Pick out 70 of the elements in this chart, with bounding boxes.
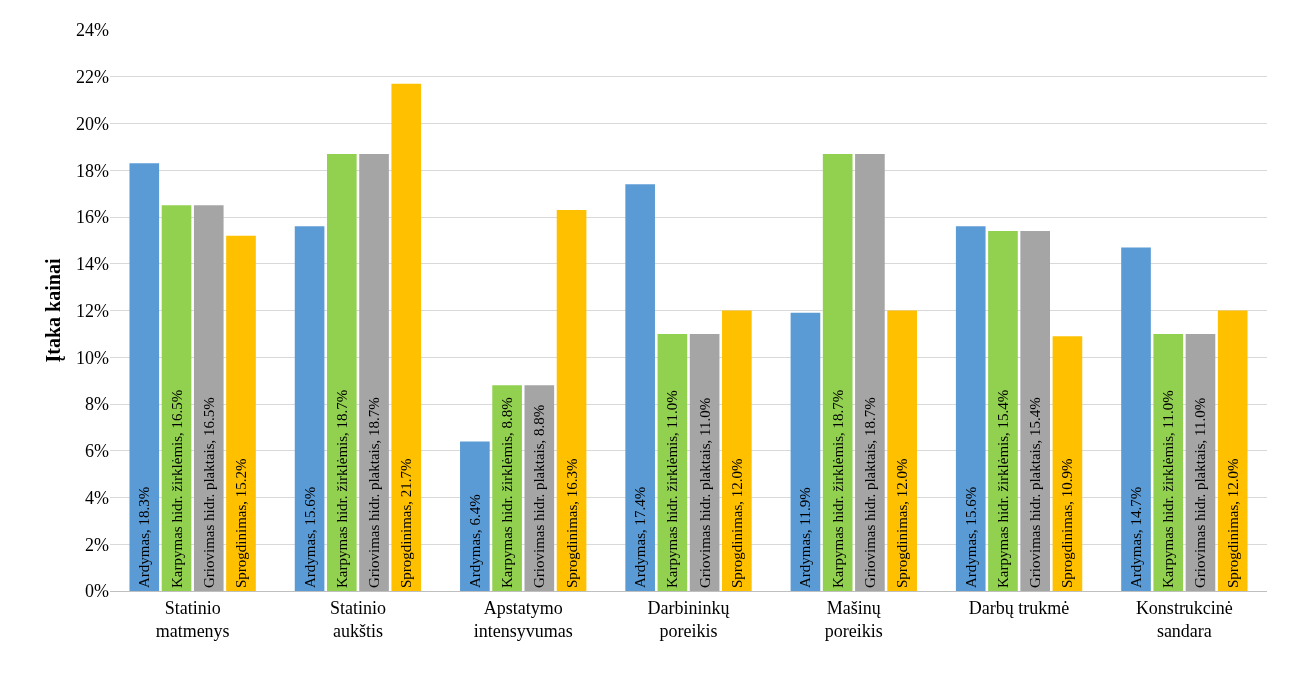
x-tick-label: Darbininkų poreikis [647, 597, 731, 641]
data-label: Griovimas hidr. plaktais, 16.5% [200, 397, 217, 588]
bar [294, 226, 325, 591]
y-tick-label: 6% [85, 441, 109, 462]
x-tick-label: Darbų trukmė [968, 597, 1070, 618]
bar [822, 153, 853, 591]
data-label: Ardymas, 15.6% [962, 486, 979, 588]
bar [359, 153, 389, 591]
data-label: Griovimas hidr. plaktais, 15.4% [1027, 397, 1044, 588]
bar [988, 231, 1018, 591]
bar [790, 312, 821, 591]
bar [226, 235, 256, 591]
data-label: Sprogdinimas, 12.0% [894, 458, 911, 588]
y-tick-label: 2% [85, 534, 109, 555]
data-label: Sprogdinimas, 16.3% [563, 458, 580, 588]
data-label: Ardymas, 14.7% [1128, 486, 1145, 588]
data-label: Griovimas hidr. plaktais, 18.7% [366, 397, 383, 588]
data-label: Karpymas hidr. žirklėmis, 11.0% [1160, 390, 1177, 588]
data-label: Ardymas, 11.9% [797, 487, 814, 588]
bar [887, 310, 917, 591]
bar [1121, 247, 1151, 591]
data-label: Sprogdinimas, 21.7% [398, 458, 415, 588]
y-tick-label: 16% [76, 207, 109, 228]
bar [722, 310, 752, 591]
bar [460, 441, 490, 591]
bar [1217, 310, 1248, 591]
y-tick-label: 10% [76, 347, 109, 368]
x-tick-label: Apstatymo intensyvumas [473, 597, 573, 641]
data-label: Karpymas hidr. žirklėmis, 18.7% [333, 389, 350, 588]
y-tick-label: 8% [85, 394, 109, 415]
bar [855, 153, 885, 591]
bar [391, 83, 422, 591]
data-label: Karpymas hidr. žirklėmis, 8.8% [499, 397, 516, 588]
data-label: Griovimas hidr. plaktais, 8.8% [531, 404, 548, 588]
y-tick-label: 22% [76, 67, 109, 88]
data-label: Sprogdinimas, 12.0% [1224, 458, 1241, 588]
data-label: Sprogdinimas, 10.9% [1059, 458, 1076, 588]
bar [556, 209, 587, 591]
y-tick-label: 24% [76, 20, 109, 41]
data-label: Karpymas hidr. žirklėmis, 18.7% [829, 389, 846, 588]
data-label: Ardymas, 17.4% [632, 486, 649, 588]
x-tick-label: Konstrukcinė sandara [1135, 597, 1233, 641]
data-label: Karpymas hidr. žirklėmis, 11.0% [664, 390, 681, 588]
x-tick-label: Mašinų poreikis [824, 597, 883, 641]
y-tick-label: 0% [85, 581, 109, 602]
bar [955, 226, 986, 591]
data-label: Sprogdinimas, 15.2% [232, 458, 249, 588]
y-axis-title: Įtaka kainai [42, 258, 65, 363]
data-label: Griovimas hidr. plaktais, 11.0% [696, 397, 713, 588]
x-tick-label: Statinio matmenys [155, 597, 230, 641]
y-tick-label: 20% [76, 113, 109, 134]
data-label: Karpymas hidr. žirklėmis, 15.4% [994, 389, 1011, 588]
data-label: Ardymas, 18.3% [136, 486, 153, 588]
data-label: Sprogdinimas, 12.0% [728, 458, 745, 588]
data-label: Ardymas, 6.4% [466, 494, 483, 588]
bar [161, 205, 192, 591]
data-label: Griovimas hidr. plaktais, 11.0% [1192, 397, 1209, 588]
bar [1020, 231, 1051, 591]
bar [193, 205, 224, 591]
y-tick-label: 18% [76, 160, 109, 181]
y-tick-label: 14% [76, 254, 109, 275]
bar [326, 153, 357, 591]
y-tick-label: 12% [76, 300, 109, 321]
data-label: Karpymas hidr. žirklėmis, 16.5% [168, 389, 185, 588]
data-label: Ardymas, 15.6% [301, 486, 318, 588]
y-tick-label: 4% [85, 487, 109, 508]
bar [129, 163, 160, 591]
data-label: Griovimas hidr. plaktais, 18.7% [861, 397, 878, 588]
x-tick-label: Statinio aukštis [329, 597, 386, 641]
bar [625, 184, 655, 591]
